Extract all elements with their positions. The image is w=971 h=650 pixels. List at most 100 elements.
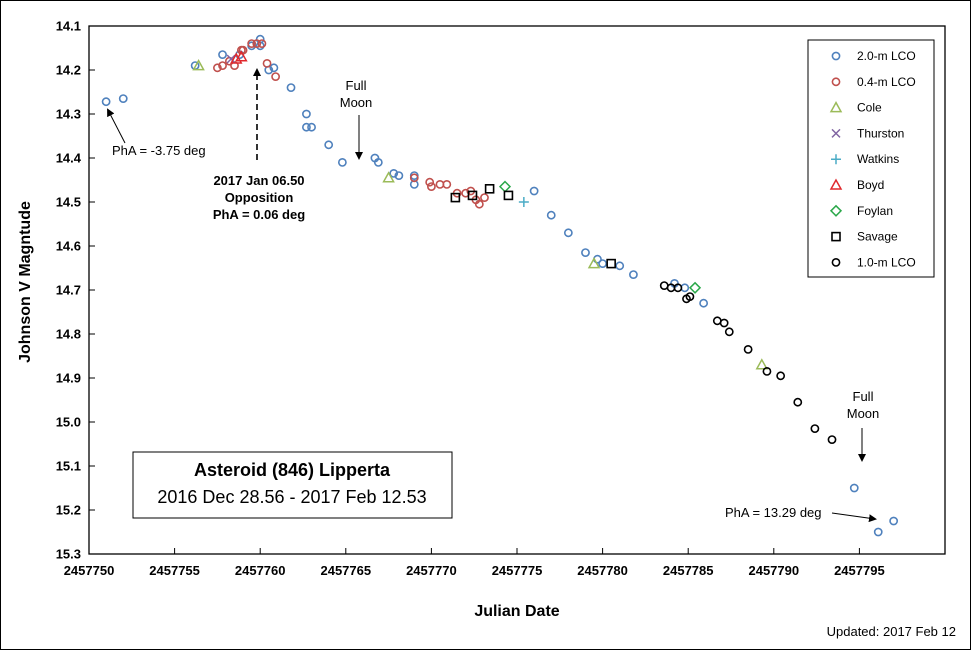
data-point [810,424,820,433]
data-point [503,190,514,201]
data-point [262,59,272,68]
x-tick-label: 2457755 [149,563,200,578]
data-point [101,97,111,107]
data-point [755,358,769,370]
legend-frame [807,39,935,278]
legend-label: Cole [857,101,882,115]
y-tick-label: 14.4 [56,151,82,166]
data-points [101,34,899,537]
opposition-pha: PhA = 0.06 deg [213,207,305,222]
data-point [426,182,436,191]
data-point [685,292,695,301]
x-tick-label: 2457750 [64,563,115,578]
data-point [724,327,734,337]
legend-label: Boyd [857,178,884,192]
data-point [827,435,837,444]
y-tick-label: 15.1 [56,459,81,474]
x-axis-title: Julian Date [474,603,559,620]
data-point [587,257,601,269]
legend-marker [831,51,841,61]
full-moon-text: Moon [340,95,373,110]
legend: 2.0-m LCO 0.4-m LCO Cole Thurston Watkins Boy… [807,39,935,278]
y-axis: 14.1 14.2 14.3 14.4 14.5 14.6 14.7 14.8 14.9 15.0… [56,19,95,562]
data-point [192,59,205,71]
data-point [286,83,296,92]
series-thurston [226,54,236,64]
legend-marker [831,257,841,267]
y-tick-label: 14.9 [56,371,81,386]
legend-marker [829,101,843,113]
legend-marker [831,231,841,242]
legend-label: 1.0-m LCO [857,255,916,269]
opposition-label: Opposition [225,190,294,205]
data-point [518,197,529,207]
series-watkins [518,197,529,207]
legend-item-boyd: Boyd [829,178,884,192]
data-point [529,186,539,196]
data-point [546,210,556,220]
series-savage [450,184,616,269]
y-tick-label: 14.3 [56,107,81,122]
series-cole [192,59,769,370]
y-tick-label: 14.1 [56,19,81,34]
annotation-full-moon-1: Full Moon [340,78,373,160]
x-tick-label: 2457770 [406,563,457,578]
data-point [873,527,883,537]
data-point [719,318,729,328]
legend-label: 0.4-m LCO [857,75,916,89]
data-point [394,171,404,180]
data-point [226,54,236,64]
legend-label: Watkins [857,152,899,166]
series-1-0-m-lco [659,281,837,444]
x-tick-label: 2457760 [235,563,286,578]
legend-item-thurston: Thurston [831,126,904,140]
x-tick-label: 2457765 [320,563,371,578]
data-point [373,157,383,167]
legend-label: Savage [857,230,898,244]
legend-item-1-0-m-lco: 1.0-m LCO [831,255,916,269]
x-axis: 2457750 2457755 2457760 2457765 2457770 24577… [64,548,885,578]
data-point [409,173,419,183]
legend-marker [829,178,843,190]
data-point [382,171,395,183]
data-point [889,516,899,526]
y-tick-label: 15.3 [56,547,81,562]
data-point [615,261,625,271]
data-point [235,50,248,62]
legend-marker [831,77,841,87]
full-moon-text: Full [346,78,367,93]
data-point [480,193,489,202]
y-tick-label: 14.5 [56,195,81,210]
x-tick-label: 2457795 [834,563,885,578]
annotation-arrow [107,108,126,144]
data-point [673,283,683,293]
data-point [252,39,262,48]
legend-marker [831,128,841,138]
data-point [598,259,607,268]
data-point [467,190,478,201]
data-point [606,258,616,269]
x-tick-label: 2457775 [492,563,543,578]
data-point [762,366,772,376]
legend-label: 2.0-m LCO [857,49,916,63]
data-point [337,157,347,167]
data-point [229,52,243,64]
legend-item-0-4-m-lco: 0.4-m LCO [831,75,916,89]
data-point [247,39,257,48]
full-moon-text: Full [853,389,874,404]
data-point [849,483,859,493]
data-point [118,94,128,103]
y-tick-label: 14.7 [56,283,81,298]
y-tick-label: 14.8 [56,327,81,342]
data-point [793,397,803,407]
data-point [776,371,786,381]
opposition-date: 2017 Jan 06.50 [213,173,304,188]
legend-marker [831,154,841,165]
data-point [389,168,399,178]
legend-item-2-0-m-lco: 2.0-m LCO [831,49,916,63]
data-point [212,63,222,73]
data-point [450,192,461,203]
data-point [218,61,227,70]
legend-item-watkins: Watkins [831,152,899,166]
